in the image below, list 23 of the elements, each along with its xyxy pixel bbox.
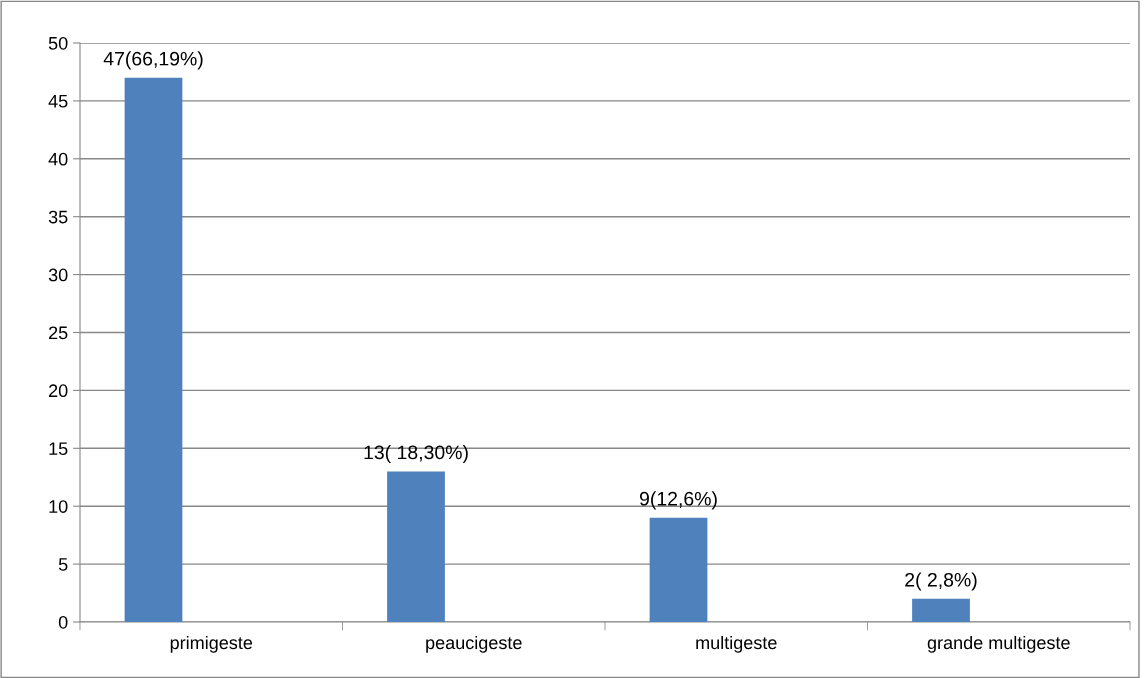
y-tick-label: 40 <box>48 152 68 166</box>
y-tick-label: 25 <box>49 326 68 340</box>
y-tick-label: 20 <box>49 384 68 398</box>
data-label: 13( 18,30%) <box>364 445 468 464</box>
y-tick-label: 0 <box>58 615 68 629</box>
y-tick-label: 15 <box>49 442 68 456</box>
data-label: 9(12,6%) <box>639 491 717 510</box>
bar <box>387 471 445 622</box>
y-tick-label: 10 <box>49 500 68 513</box>
bar <box>912 598 970 622</box>
bar <box>124 77 183 622</box>
x-tick-label: primigeste <box>170 635 253 653</box>
data-label: 47(66,19%) <box>103 51 203 70</box>
bar <box>649 517 708 622</box>
y-tick-label: 50 <box>48 36 68 50</box>
x-tick-label: grande multigeste <box>927 635 1070 653</box>
x-tick-label: multigeste <box>696 635 777 653</box>
x-tick-label: peaucigeste <box>426 635 522 653</box>
y-tick-label: 5 <box>58 558 68 571</box>
y-tick-label: 30 <box>48 268 68 282</box>
y-tick-label: 45 <box>48 95 68 108</box>
y-tick-label: 35 <box>48 210 68 224</box>
data-label: 2( 2,8%) <box>905 572 977 591</box>
